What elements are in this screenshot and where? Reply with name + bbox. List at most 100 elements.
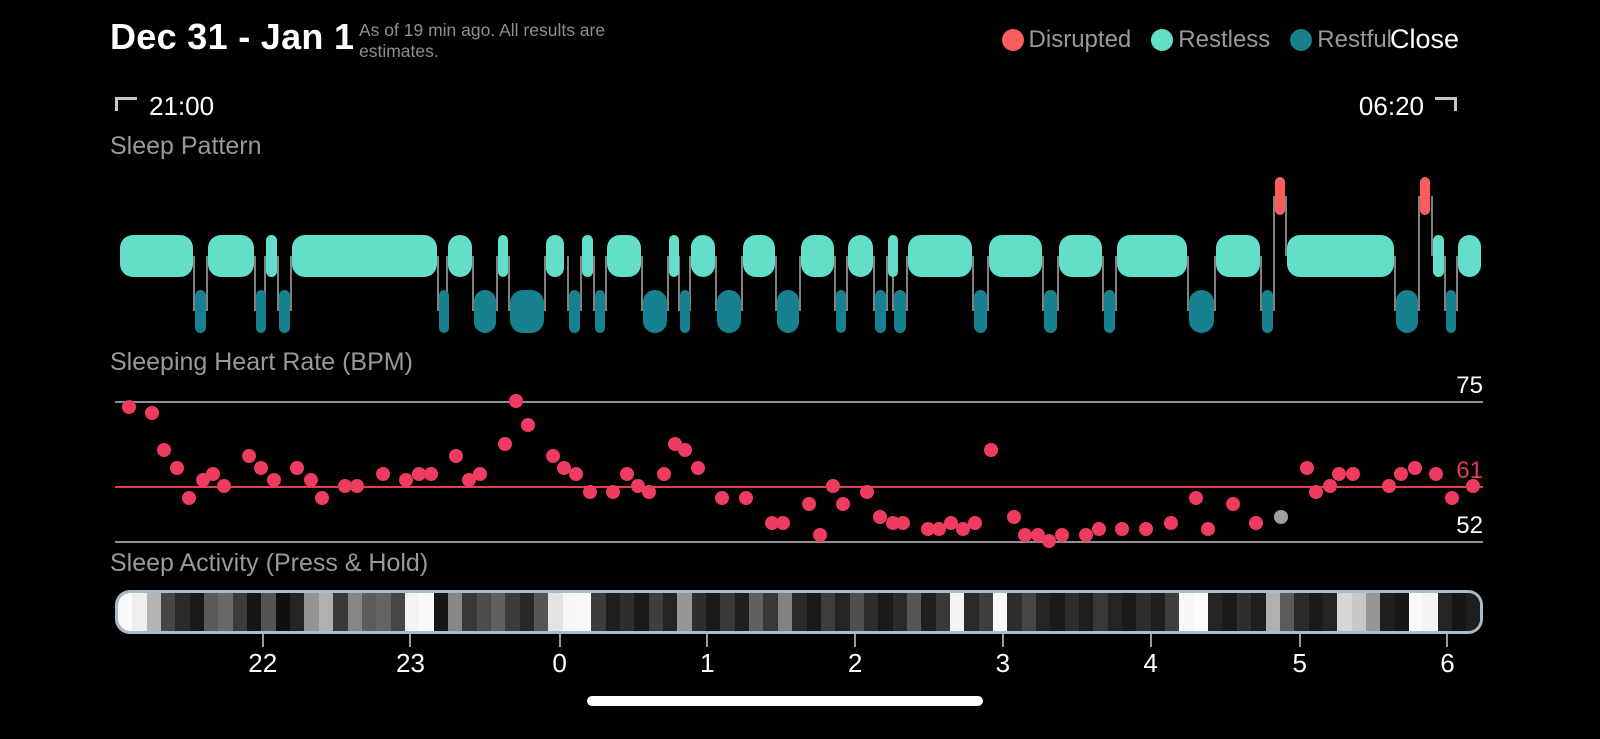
activity-bar (290, 593, 305, 631)
hr-point (206, 467, 221, 482)
hr-point (956, 521, 971, 536)
activity-bar (1294, 593, 1309, 631)
sleep-segment-restful (716, 290, 741, 333)
sleep-segment-restful (1396, 290, 1418, 333)
segment-connector-line (1187, 256, 1189, 311)
activity-bar (605, 593, 621, 631)
activity-bar (1093, 593, 1108, 631)
sleep-segment-restful (278, 290, 291, 333)
segment-connector-line (667, 256, 669, 311)
hour-tick (1149, 634, 1152, 647)
hr-point (1054, 527, 1069, 542)
hr-point (582, 485, 597, 500)
activity-bar (677, 593, 692, 631)
activity-bar (835, 593, 850, 631)
activity-bar (247, 593, 262, 631)
hr-point (835, 497, 850, 512)
segment-connector-line (472, 256, 474, 311)
activity-bar (476, 593, 491, 631)
segment-connector-line (593, 256, 595, 311)
sleep-segment-restless (1287, 235, 1395, 277)
hr-point (738, 491, 753, 506)
hr-point (690, 460, 705, 475)
hr-point (473, 467, 488, 482)
data-freshness-note: As of 19 min ago. All results are estima… (359, 20, 606, 61)
sleep-segment-restless (266, 235, 277, 277)
hr-point (630, 479, 645, 494)
segment-connector-line (987, 256, 989, 311)
hr-point (1017, 527, 1032, 542)
activity-bar (648, 593, 664, 631)
activity-bar (949, 593, 965, 631)
activity-bar (548, 593, 563, 631)
segment-connector-line (446, 256, 448, 311)
segment-connector-line (496, 256, 498, 311)
activity-bar (878, 593, 893, 631)
activity-bar (562, 593, 577, 631)
close-button[interactable]: Close (1389, 24, 1459, 54)
segment-connector-line (508, 256, 510, 311)
hr-point (254, 460, 269, 475)
heart-rate-chart[interactable]: 75 61 52 (115, 372, 1483, 556)
sleep-segment-restless (1458, 235, 1481, 277)
hr-point (943, 515, 958, 530)
activity-bar (577, 593, 592, 631)
home-indicator[interactable] (587, 696, 983, 706)
activity-bar (863, 593, 879, 631)
activity-bar (849, 593, 864, 631)
hr-point (217, 479, 232, 494)
sleep-segment-restful (679, 290, 690, 333)
hr-point (1407, 460, 1422, 475)
segment-connector-line (1102, 256, 1104, 311)
hr-point-gray (1273, 509, 1288, 524)
hr-point (1393, 467, 1408, 482)
activity-bar (1265, 593, 1280, 631)
hr-point (872, 509, 887, 524)
hr-point (350, 479, 365, 494)
hr-point (521, 418, 536, 433)
activity-bar (404, 593, 420, 631)
sleep-segment-restful (195, 290, 206, 333)
segment-connector-line (892, 256, 894, 311)
segment-connector-line (741, 256, 743, 311)
activity-bar (132, 593, 147, 631)
hr-point (715, 491, 730, 506)
activity-bar (361, 593, 377, 631)
sleep-segment-restless (1117, 235, 1187, 277)
sleep-activity-strip[interactable] (115, 590, 1483, 634)
segment-connector-line (689, 256, 691, 311)
sleep-segment-restful (509, 290, 544, 333)
hr-point (1139, 521, 1154, 536)
sleep-segment-restful (875, 290, 886, 333)
activity-bar (1365, 593, 1381, 631)
hr-point (569, 467, 584, 482)
hr-point (920, 521, 935, 536)
activity-bar (792, 593, 807, 631)
sleep-pattern-chart[interactable] (115, 170, 1483, 335)
hour-tick (1298, 634, 1301, 647)
activity-bar (1165, 593, 1180, 631)
hr-average-line (115, 486, 1483, 488)
activity-bar (935, 593, 950, 631)
segment-connector-line (834, 256, 836, 311)
activity-bar (978, 593, 993, 631)
segment-connector-line (799, 256, 801, 311)
segment-connector-line (846, 256, 848, 311)
hr-point (1006, 509, 1021, 524)
sleep-segment-restless (690, 235, 715, 277)
activity-bar (706, 593, 721, 631)
activity-bar (992, 593, 1008, 631)
hour-axis: 22 23 0 1 2 3 4 5 6 (115, 634, 1483, 684)
hr-point (157, 442, 172, 457)
segment-connector-line (1115, 256, 1117, 311)
hr-point (1164, 515, 1179, 530)
hr-point (1091, 521, 1106, 536)
hr-point (556, 460, 571, 475)
hour-label: 4 (1143, 648, 1158, 678)
activity-bar (462, 593, 477, 631)
sleep-segment-restful (835, 290, 846, 333)
activity-bar (1236, 593, 1252, 631)
sleep-segment-disrupted (1419, 177, 1430, 215)
hr-point (462, 473, 477, 488)
